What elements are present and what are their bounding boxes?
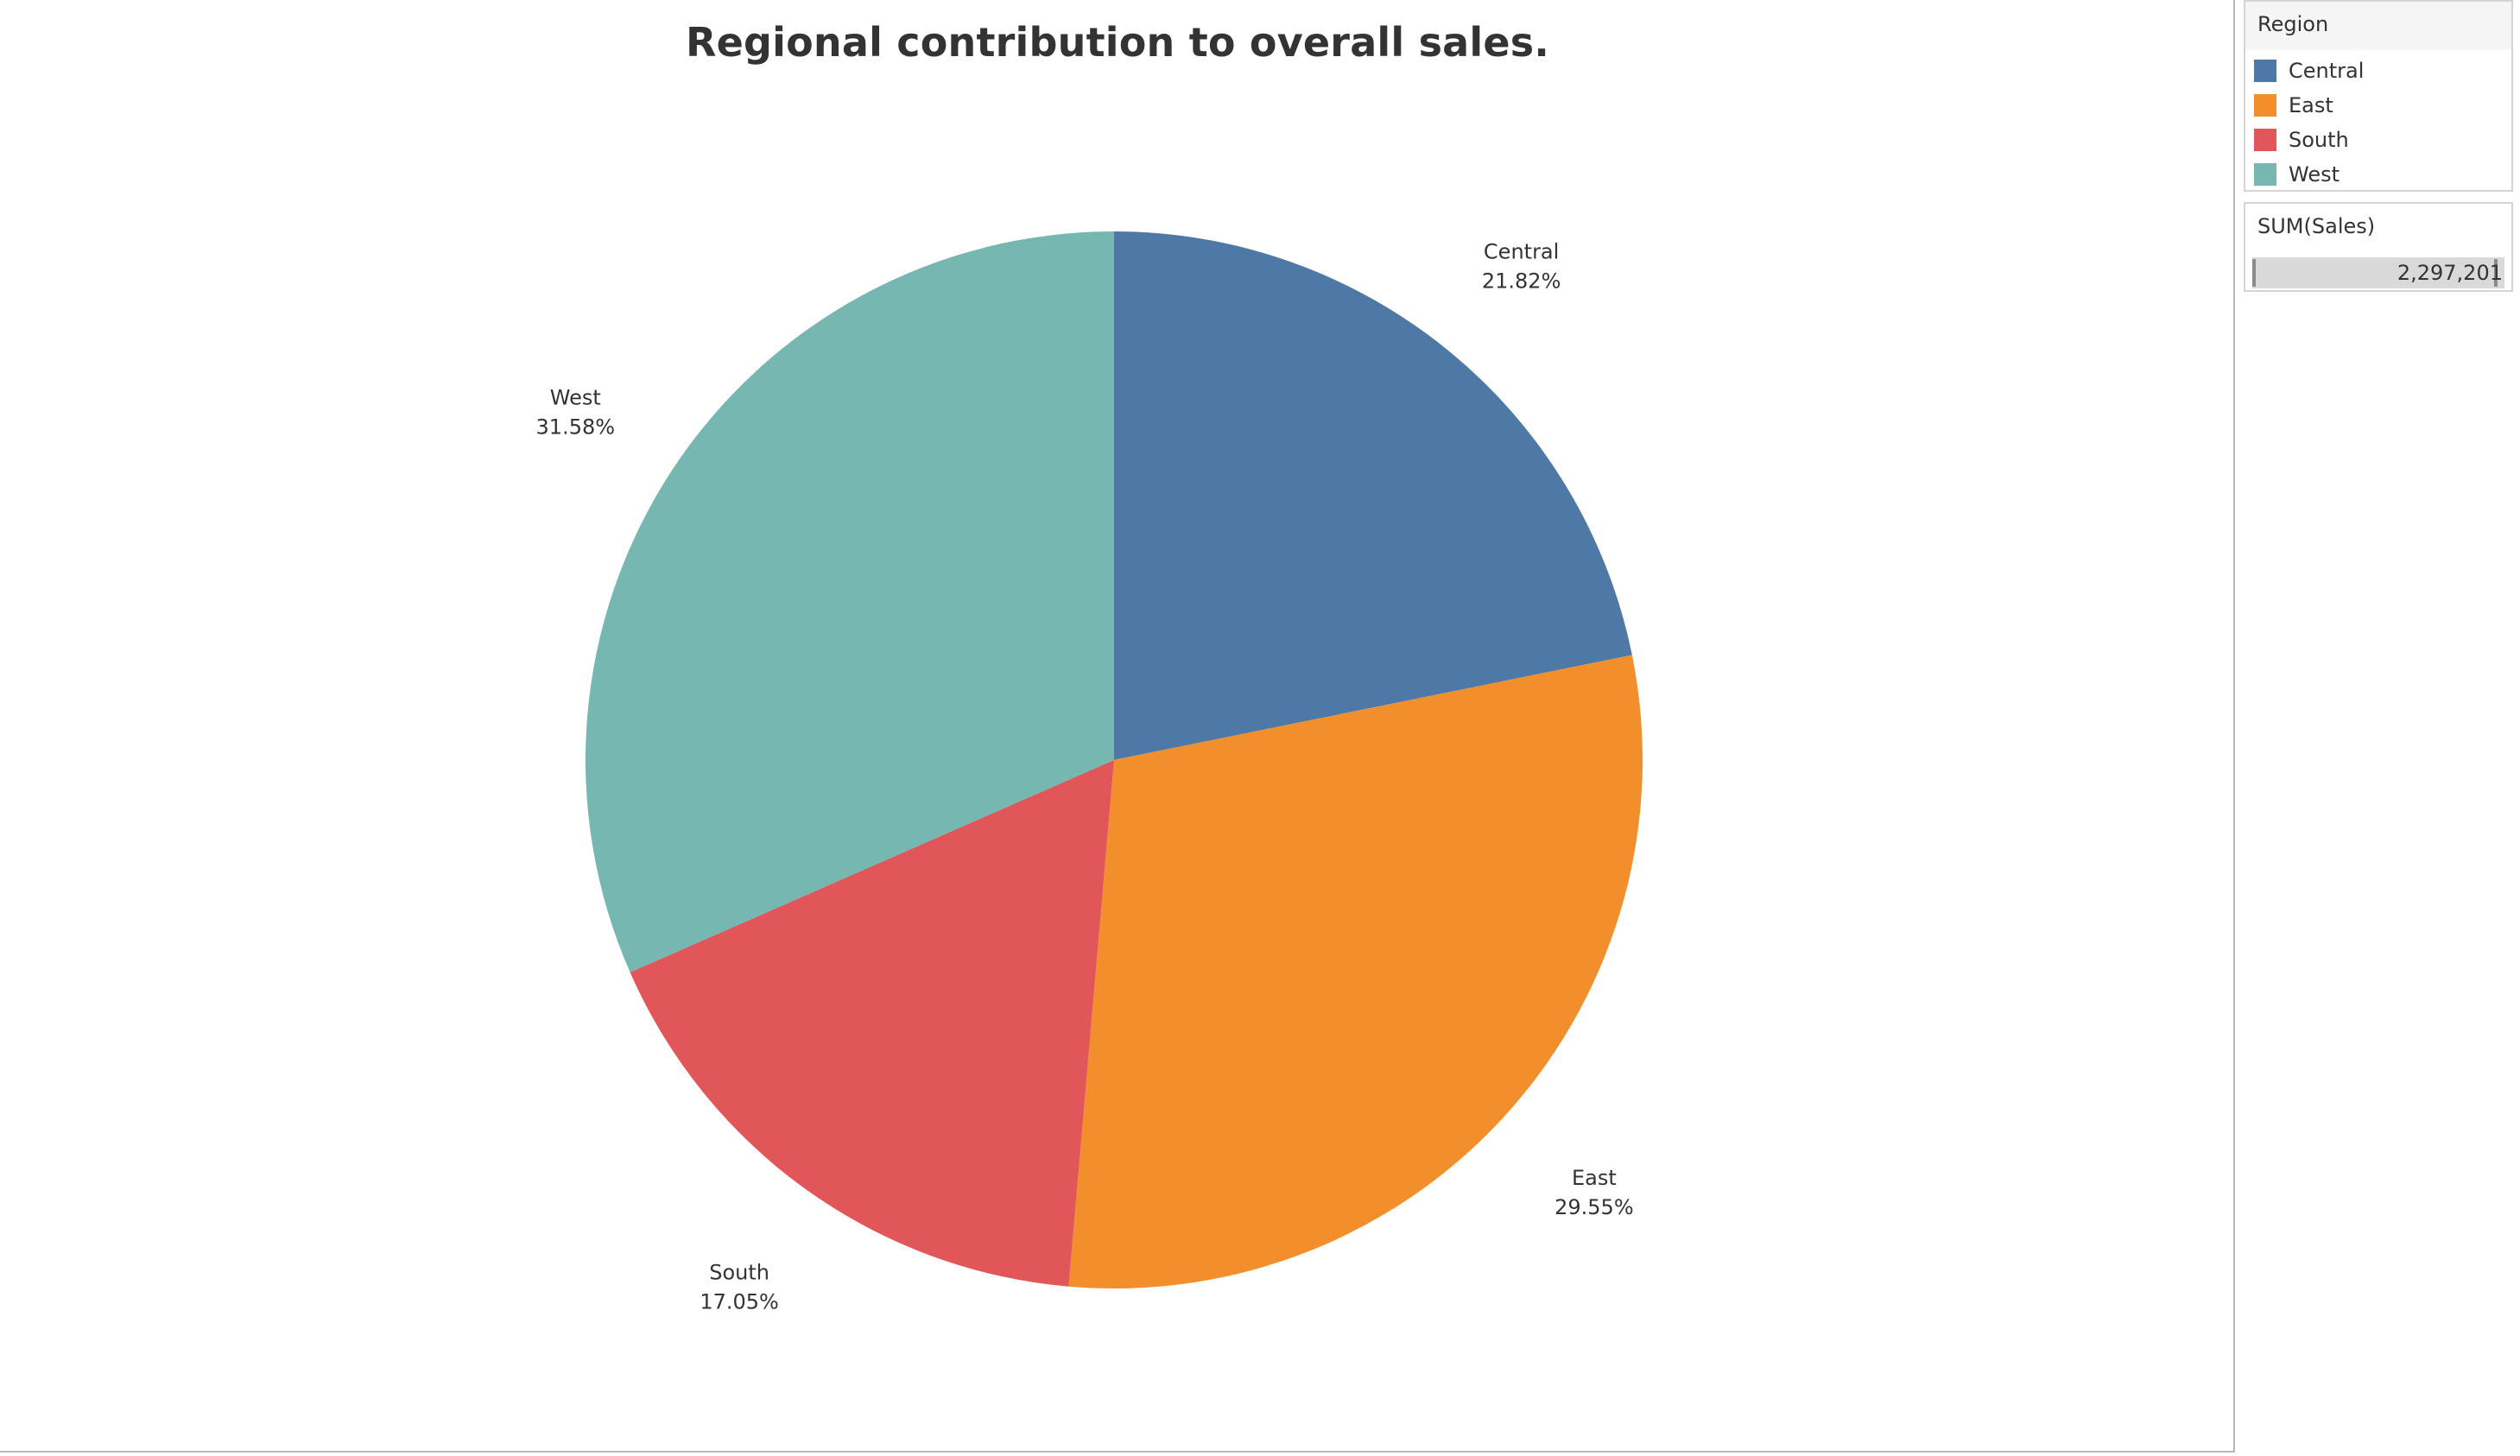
pie-slice-east[interactable]	[1068, 655, 1643, 1288]
pie-slice-west[interactable]	[586, 231, 1114, 972]
slice-value-south: 17.05%	[700, 1290, 779, 1314]
size-legend-title: SUM(Sales)	[2245, 204, 2511, 252]
slice-label-east: East	[1572, 1166, 1617, 1190]
pie-slice-south[interactable]	[630, 760, 1114, 1287]
size-legend-value: 2,297,201	[2397, 261, 2503, 285]
slice-label-south: South	[709, 1261, 769, 1285]
size-legend[interactable]: SUM(Sales) 2,297,201	[2244, 202, 2513, 292]
legend-swatch-south	[2254, 129, 2276, 151]
pie-chart: Central 21.82% East 29.55% South 17.05% West 31…	[536, 231, 1643, 1314]
chart-title: Regional contribution to overall sales.	[685, 19, 1550, 66]
side-panel: Region Central East South West SUM(Sales) 2…	[2244, 0, 2513, 292]
color-legend[interactable]: Region Central East South West	[2244, 0, 2513, 192]
size-bar-left-tick	[2252, 259, 2256, 287]
slice-label-central: Central	[1484, 239, 1559, 263]
slice-label-west: West	[550, 386, 601, 410]
legend-item-south[interactable]: South	[2254, 123, 2511, 157]
slice-value-west: 31.58%	[536, 415, 616, 440]
legend-swatch-central	[2254, 60, 2276, 82]
legend-list: Central East South West	[2245, 50, 2511, 192]
legend-label-west: West	[2289, 162, 2340, 187]
legend-label-east: East	[2289, 93, 2333, 117]
slice-value-east: 29.55%	[1554, 1195, 1634, 1219]
legend-swatch-east	[2254, 94, 2276, 117]
legend-swatch-west	[2254, 163, 2276, 186]
legend-label-central: Central	[2289, 59, 2365, 83]
chart-area: Regional contribution to overall sales. …	[0, 0, 2235, 1453]
legend-item-east[interactable]: East	[2254, 88, 2511, 123]
slice-value-central: 21.82%	[1482, 269, 1561, 293]
legend-item-west[interactable]: West	[2254, 157, 2511, 192]
pie-slice-central[interactable]	[1114, 231, 1632, 760]
legend-title: Region	[2245, 2, 2511, 50]
legend-item-central[interactable]: Central	[2254, 54, 2511, 88]
size-legend-bar: 2,297,201	[2252, 257, 2504, 288]
size-bar-right-tick	[2494, 259, 2498, 287]
legend-label-south: South	[2289, 128, 2349, 152]
